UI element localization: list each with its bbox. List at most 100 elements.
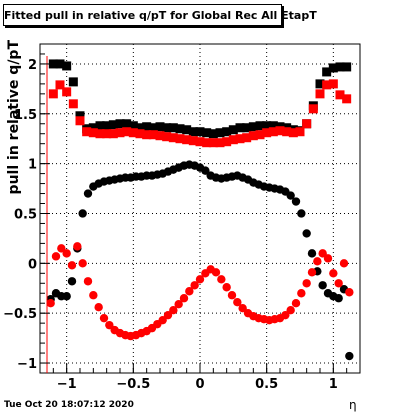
square-marker <box>228 135 238 145</box>
square-marker <box>162 123 172 133</box>
circle-marker <box>334 294 343 303</box>
square-marker <box>308 104 318 114</box>
square-marker <box>48 59 58 69</box>
circle-marker <box>89 291 98 300</box>
y-tick-label: 1 <box>28 158 37 173</box>
circle-marker <box>307 249 317 258</box>
circle-marker <box>67 261 77 270</box>
circle-marker <box>318 249 327 258</box>
circle-marker <box>227 291 237 300</box>
chart-title: Fitted pull in relative q/pT for Global … <box>3 4 317 26</box>
square-marker <box>175 124 185 134</box>
circle-marker <box>307 268 317 277</box>
grid <box>40 44 360 373</box>
square-marker <box>248 131 258 141</box>
circle-marker <box>329 269 338 278</box>
circle-marker <box>94 303 103 312</box>
square-marker <box>335 90 345 100</box>
square-marker <box>115 128 125 138</box>
circle-marker <box>62 249 71 258</box>
square-marker <box>68 77 78 87</box>
square-marker <box>195 137 205 147</box>
circle-marker <box>334 279 343 288</box>
square-marker <box>168 133 178 143</box>
circle-marker <box>83 189 93 198</box>
tick-labels: −1 −0.5 0 0.5 1 −1 −0.5 0 0.5 1 1.5 2 <box>3 58 338 392</box>
square-marker <box>268 127 278 137</box>
circle-marker <box>217 275 226 284</box>
circle-marker <box>46 299 55 308</box>
square-marker <box>175 134 185 144</box>
square-marker <box>268 121 278 131</box>
square-marker <box>62 61 72 71</box>
circle-marker <box>291 197 301 206</box>
x-tick-label: −1 <box>57 377 77 392</box>
circle-marker <box>174 300 183 309</box>
square-marker <box>242 123 252 133</box>
square-marker <box>108 129 118 139</box>
circle-marker <box>158 315 167 325</box>
x-axis-label: η <box>349 398 357 412</box>
y-tick-label: −0.5 <box>3 307 37 322</box>
square-marker <box>222 137 232 147</box>
square-marker <box>108 120 118 130</box>
square-marker <box>182 135 192 145</box>
square-marker <box>208 129 218 139</box>
square-marker <box>188 127 198 137</box>
square-marker <box>262 128 272 138</box>
square-marker <box>235 123 245 133</box>
square-marker <box>342 94 352 104</box>
square-marker <box>102 121 112 131</box>
square-marker <box>188 136 198 146</box>
square-marker <box>275 126 285 136</box>
x-tick-label: 0.5 <box>255 377 278 392</box>
square-marker <box>315 89 325 99</box>
circle-marker <box>179 294 189 303</box>
circle-marker <box>297 209 306 218</box>
circle-marker <box>286 191 295 200</box>
square-marker <box>202 138 212 148</box>
square-marker <box>328 79 338 89</box>
square-marker <box>288 128 298 138</box>
square-marker <box>342 62 352 72</box>
square-marker <box>95 129 105 139</box>
circle-marker <box>281 310 290 320</box>
circle-marker <box>169 305 178 315</box>
circle-marker <box>201 166 210 175</box>
circle-marker <box>185 287 194 296</box>
circle-marker <box>67 277 77 286</box>
circle-marker <box>57 244 66 253</box>
square-marker <box>95 121 105 131</box>
square-marker <box>75 111 85 121</box>
square-marker <box>142 130 152 140</box>
square-marker <box>102 129 112 139</box>
circle-marker <box>291 299 301 308</box>
square-marker <box>328 63 338 73</box>
circle-marker <box>83 277 93 286</box>
data-points <box>46 59 354 361</box>
square-marker <box>148 123 158 133</box>
square-marker <box>122 119 132 129</box>
square-marker <box>128 128 138 138</box>
circle-marker <box>62 292 71 301</box>
y-tick-label: 0 <box>28 257 37 272</box>
circle-marker <box>297 289 306 298</box>
circle-marker <box>233 298 242 307</box>
circle-marker <box>78 209 87 218</box>
square-marker <box>315 79 325 89</box>
square-marker <box>255 130 265 140</box>
circle-marker <box>313 257 322 266</box>
square-marker <box>75 116 85 126</box>
circle-marker <box>323 254 333 263</box>
x-tick-label: 0 <box>195 377 204 392</box>
y-tick-label: 2 <box>28 58 37 73</box>
square-marker <box>235 134 245 144</box>
square-marker <box>82 127 92 137</box>
square-marker <box>262 121 272 131</box>
square-marker <box>55 80 65 90</box>
circle-marker <box>238 303 247 313</box>
square-marker <box>135 129 145 139</box>
square-marker <box>88 128 98 138</box>
axis-ticks <box>40 53 348 373</box>
